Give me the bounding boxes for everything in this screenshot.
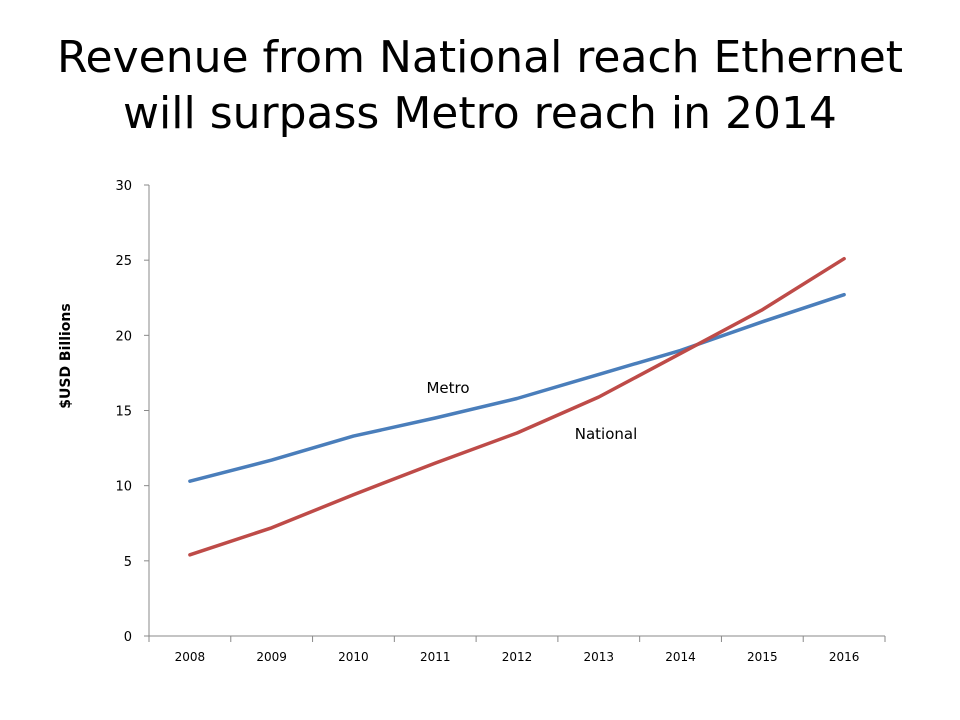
series-line-metro [188,292,846,483]
data-point-metro [597,373,600,376]
data-point-metro [761,320,764,324]
data-point-national [842,257,846,260]
x-tick-label: 2009 [256,650,287,664]
title-line-1: Revenue from National reach Ethernet [56,32,904,83]
x-ticks: 2008 2009 2010 2011 2012 2013 2014 2015 2016 [148,636,886,664]
data-point-national [352,493,355,496]
x-axis: 2008 2009 2010 2011 2012 2013 2014 2015 2016 [148,635,886,664]
y-ticks: 0 5 10 15 20 25 30 [115,179,149,645]
data-point-metro [515,397,519,400]
slide-title: Revenue from National reach Ethernet wil… [0,30,960,142]
y-tick-label: 15 [115,405,132,420]
y-axis-title: $USD Billions [58,303,74,408]
y-tick-label: 5 [124,555,132,570]
x-tick-label: 2012 [502,650,533,664]
data-point-metro [188,479,192,483]
data-point-national [434,461,437,465]
data-point-metro [842,293,846,296]
title-line-2: will surpass Metro reach in 2014 [123,88,837,139]
x-tick-label: 2011 [420,650,451,664]
y-axis: 0 5 10 15 20 25 30 [115,179,150,645]
data-point-metro [352,434,355,438]
data-point-national [270,526,273,529]
series-lines [188,256,846,557]
data-point-metro [270,458,273,462]
y-tick-label: 25 [115,254,132,269]
x-tick-label: 2013 [584,650,615,664]
series-label-national: National [575,425,638,443]
data-point-national [679,352,682,355]
y-tick-label: 10 [115,480,132,495]
x-tick-label: 2010 [338,650,369,664]
data-point-national [597,395,600,399]
y-tick-label: 30 [115,179,132,194]
series-label-metro: Metro [426,379,469,397]
series-line-national [188,256,846,557]
data-point-national [761,308,764,311]
x-tick-label: 2015 [747,650,778,664]
y-tick-label: 20 [115,329,132,344]
data-point-national [515,431,519,435]
y-tick-label: 0 [124,630,132,645]
data-point-metro [679,349,682,352]
data-point-metro [434,416,437,420]
data-point-national [188,553,192,557]
x-tick-label: 2014 [665,650,696,664]
x-tick-label: 2008 [175,650,206,664]
x-tick-label: 2016 [829,650,860,664]
